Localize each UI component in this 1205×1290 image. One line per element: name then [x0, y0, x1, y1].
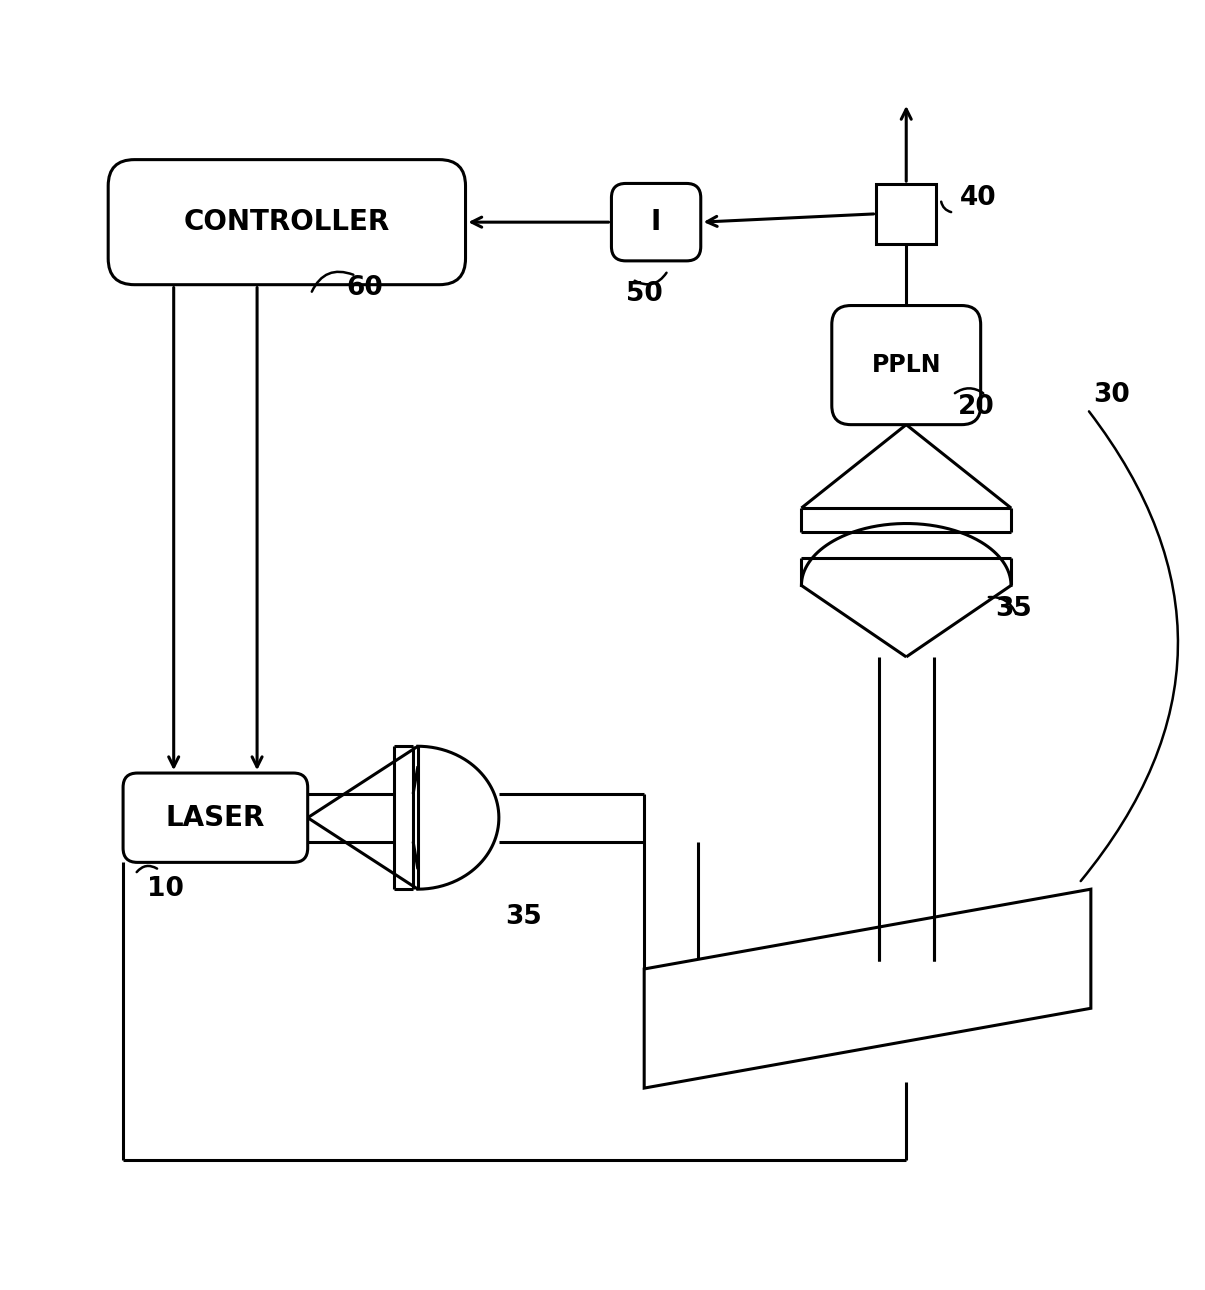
- Text: 35: 35: [505, 903, 541, 930]
- FancyBboxPatch shape: [123, 773, 307, 863]
- Text: 10: 10: [147, 876, 184, 902]
- Text: 30: 30: [1093, 382, 1130, 408]
- Text: 50: 50: [627, 281, 663, 307]
- Text: 60: 60: [346, 275, 383, 301]
- Bar: [876, 184, 936, 244]
- FancyBboxPatch shape: [611, 183, 701, 261]
- FancyBboxPatch shape: [831, 306, 981, 424]
- Text: LASER: LASER: [166, 804, 265, 832]
- FancyBboxPatch shape: [108, 160, 465, 285]
- Text: 20: 20: [958, 393, 994, 419]
- Text: 35: 35: [995, 596, 1033, 622]
- Text: I: I: [651, 208, 662, 236]
- Text: 40: 40: [960, 186, 997, 212]
- Text: PPLN: PPLN: [871, 353, 941, 377]
- Text: CONTROLLER: CONTROLLER: [183, 208, 390, 236]
